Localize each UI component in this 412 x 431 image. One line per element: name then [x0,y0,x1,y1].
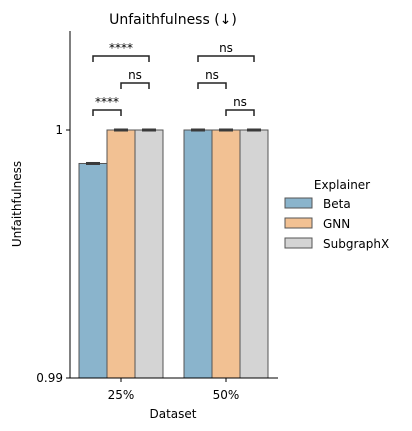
significance-bracket [197,55,255,62]
significance-label: ns [219,41,233,55]
bar-subgraphx-50pct [239,129,269,379]
bar-gnn-25pct [106,129,136,379]
legend-swatch-subgraphx [284,237,313,249]
legend-label-gnn: GNN [323,217,350,231]
legend-swatch-beta [284,197,313,209]
significance-label: ns [233,95,247,109]
bar-gnn-50pct [211,129,241,379]
legend-title: Explainer [314,178,370,192]
legend-label-subgraphx: SubgraphX [323,237,389,251]
y-tick-label: 0.99 [36,371,63,385]
significance-bracket [92,55,150,62]
x-tick-label: 25% [108,388,135,402]
significance-label: **** [95,95,119,109]
legend-label-beta: Beta [323,197,351,211]
x-tick-label: 50% [213,388,240,402]
bar-subgraphx-25pct [134,129,164,379]
bar-beta-25pct [78,162,108,379]
bar-beta-50pct [183,129,213,379]
significance-bracket [225,109,255,116]
significance-bracket [197,82,227,89]
x-axis-label: Dataset [150,407,197,421]
y-axis-label: Unfaithfulness [10,161,24,247]
significance-label: ns [128,68,142,82]
y-tick-label: 1 [55,123,63,137]
chart-title: Unfaithfulness (↓) [109,12,237,28]
significance-label: **** [109,41,133,55]
significance-label: ns [205,68,219,82]
plot-area [78,128,269,379]
legend-swatch-gnn [284,217,313,229]
significance-bracket [92,109,122,116]
significance-bracket [120,82,150,89]
x-ticks: 25% 50% [108,378,240,402]
y-ticks: 0.99 1 [36,123,70,385]
legend: Explainer Beta GNN SubgraphX [284,178,389,251]
